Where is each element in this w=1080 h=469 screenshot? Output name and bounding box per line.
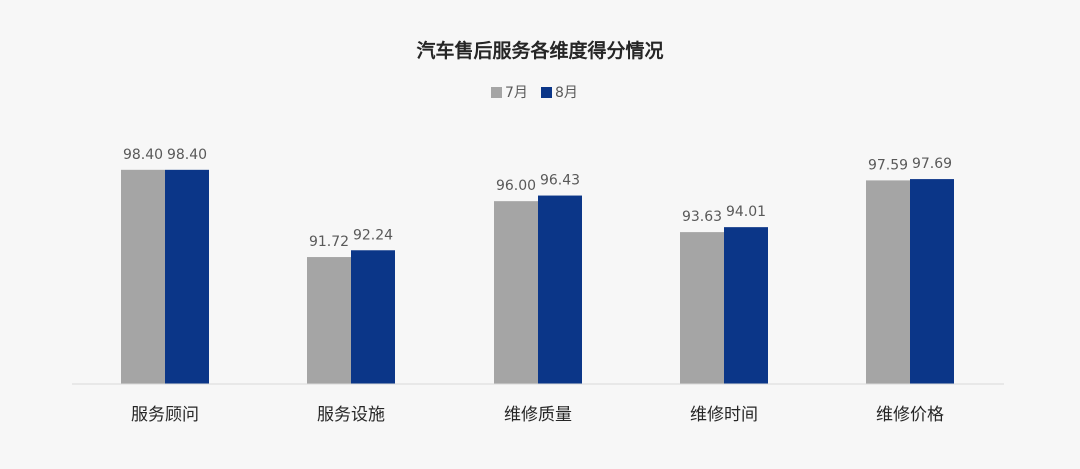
category-label-4: 维修价格 xyxy=(876,405,944,425)
value-label-8-month-4: 97.69 xyxy=(912,156,952,172)
legend-swatch-8-month xyxy=(541,87,552,98)
legend-label-8-month: 8月 xyxy=(555,85,578,101)
value-label-7-month-0: 98.40 xyxy=(123,147,163,163)
value-label-7-month-3: 93.63 xyxy=(682,209,722,225)
category-label-1: 服务设施 xyxy=(317,405,385,425)
bars-group xyxy=(121,169,954,384)
chart-title: 汽车售后服务各维度得分情况 xyxy=(416,39,663,62)
bar-7-month-2 xyxy=(494,201,538,384)
value-label-8-month-0: 98.40 xyxy=(167,147,207,163)
bar-8-month-4 xyxy=(910,179,954,384)
bar-8-month-1 xyxy=(351,250,395,384)
bar-8-month-3 xyxy=(724,227,768,384)
bar-7-month-4 xyxy=(866,180,910,384)
category-label-3: 维修时间 xyxy=(690,405,758,425)
bar-7-month-0 xyxy=(121,169,165,384)
value-labels-group: 98.40 98.40 91.72 92.24 96.00 96.43 93.63 94.01… xyxy=(123,147,952,250)
category-label-0: 服务顾问 xyxy=(131,405,199,425)
category-label-2: 维修质量 xyxy=(504,405,572,425)
bar-8-month-0 xyxy=(165,169,209,384)
legend: 7月 8月 xyxy=(491,85,578,101)
value-label-7-month-2: 96.00 xyxy=(496,178,536,194)
value-label-8-month-2: 96.43 xyxy=(540,173,580,189)
value-label-8-month-3: 94.01 xyxy=(726,204,766,220)
bar-8-month-2 xyxy=(538,195,582,384)
value-label-7-month-4: 97.59 xyxy=(868,157,908,173)
bar-7-month-3 xyxy=(680,232,724,384)
value-label-8-month-1: 92.24 xyxy=(353,227,393,243)
legend-swatch-7-month xyxy=(491,87,502,98)
bar-7-month-1 xyxy=(307,257,351,384)
category-labels-group: 服务顾问 服务设施 维修质量 维修时间 维修价格 xyxy=(131,405,944,425)
legend-label-7-month: 7月 xyxy=(505,85,528,101)
value-label-7-month-1: 91.72 xyxy=(309,234,349,250)
